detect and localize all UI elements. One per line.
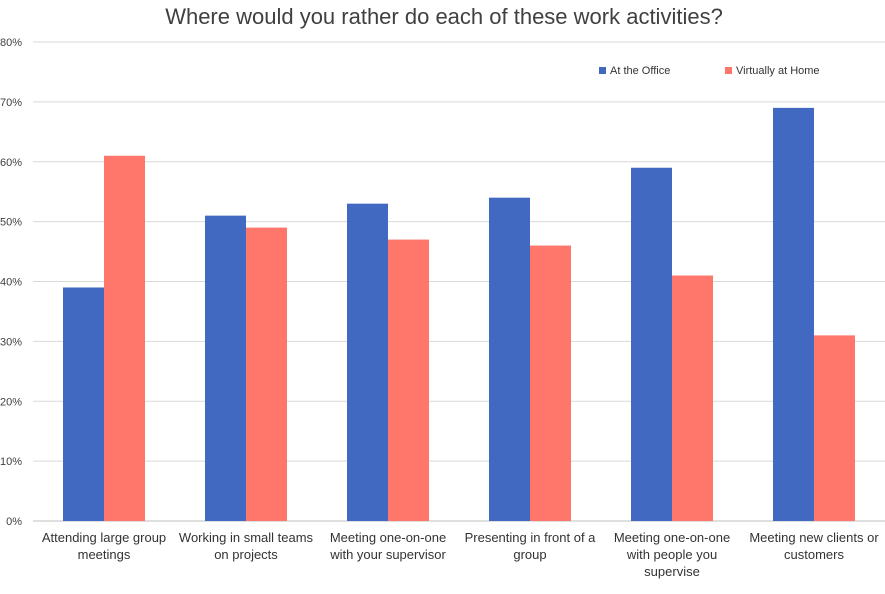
bar-home-4 [530, 245, 571, 521]
legend-label: At the Office [610, 65, 670, 77]
legend-swatch [599, 67, 606, 74]
y-tick-label: 50% [0, 217, 22, 229]
legend-swatch [725, 67, 732, 74]
y-tick-label: 40% [0, 277, 22, 289]
category-label: Working in small teams on projects [179, 530, 314, 562]
y-tick-label: 80% [0, 37, 22, 49]
y-tick-label: 10% [0, 456, 22, 468]
bar-home-1 [104, 155, 145, 521]
category-label-line: meetings [78, 547, 131, 562]
category-label-line: supervise [644, 564, 700, 579]
grid-lines [33, 41, 885, 522]
bar-office-2 [205, 215, 246, 521]
category-label-line: customers [784, 547, 844, 562]
bar-home-3 [388, 239, 429, 521]
category-label-line: with people you [626, 547, 717, 562]
y-tick-label: 20% [0, 396, 22, 408]
bar-office-4 [489, 197, 530, 522]
category-label: Meeting one-on-one with your supervisor [329, 530, 446, 562]
legend: At the Office Virtually at Home [599, 65, 820, 77]
bar-home-2 [246, 227, 287, 522]
bar-home-5 [672, 275, 713, 521]
category-label-line: with your supervisor [329, 547, 446, 562]
category-label-line: Meeting one-on-one [330, 530, 446, 545]
category-label-line: Attending large group [42, 530, 166, 545]
y-tick-label: 0% [6, 516, 22, 528]
bar-office-6 [773, 107, 814, 522]
y-tick-label: 30% [0, 336, 22, 348]
bar-office-3 [347, 203, 388, 521]
category-label-line: Presenting in front of a [465, 530, 597, 545]
bar-office-1 [63, 287, 104, 521]
category-label-line: Meeting new clients or [749, 530, 879, 545]
category-label: Meeting one-on-one with people you supervi… [614, 530, 730, 579]
bar-office-5 [631, 167, 672, 522]
category-label-line: Working in small teams [179, 530, 314, 545]
bars [63, 107, 855, 522]
y-axis-ticks: 0% 10% 20% 30% 40% 50% 60% 70% 80% [0, 37, 22, 528]
y-tick-label: 70% [0, 97, 22, 109]
chart-title: Where would you rather do each of these … [165, 4, 723, 29]
legend-label: Virtually at Home [736, 65, 820, 77]
category-label-line: Meeting one-on-one [614, 530, 730, 545]
x-axis-labels: Attending large group meetings Working in … [42, 530, 879, 579]
category-label-line: group [513, 547, 546, 562]
category-label: Presenting in front of a group [465, 530, 597, 562]
y-tick-label: 60% [0, 157, 22, 169]
category-label: Meeting new clients or customers [749, 530, 879, 562]
bar-home-6 [814, 335, 855, 521]
category-label-line: on projects [214, 547, 278, 562]
category-label: Attending large group meetings [42, 530, 166, 562]
